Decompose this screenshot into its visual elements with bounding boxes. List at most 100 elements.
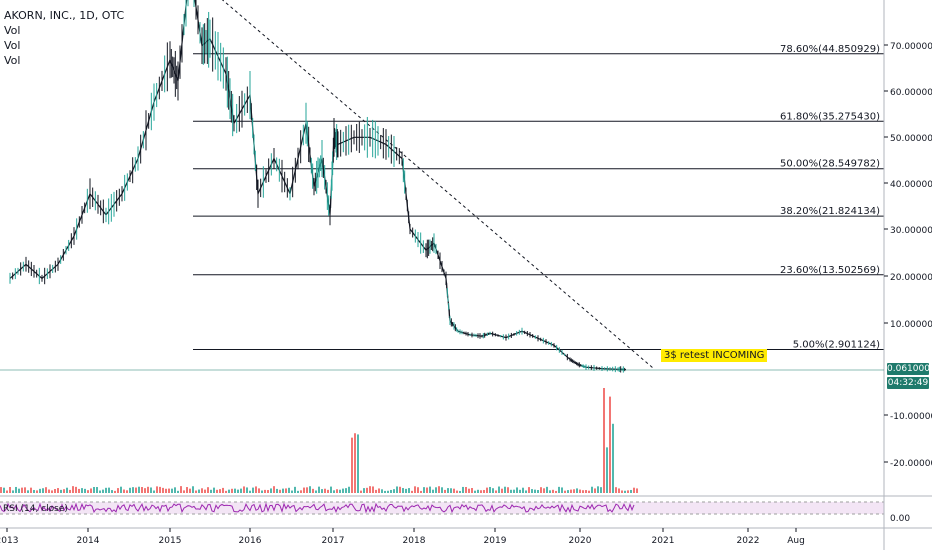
volume-bar: [105, 487, 107, 493]
annotation-note[interactable]: 3$ retest INCOMING: [661, 349, 768, 362]
volume-bar: [171, 488, 173, 493]
last-price-tag: 0.061000: [887, 363, 930, 375]
volume-bar: [459, 490, 461, 493]
volume-bar: [522, 487, 524, 493]
volume-bar: [306, 487, 308, 493]
volume-bar: [507, 487, 509, 493]
volume-bar: [330, 486, 332, 493]
volume-bar: [219, 489, 221, 493]
rsi-tick-label: 0.00: [890, 514, 910, 524]
volume-bar: [453, 488, 455, 493]
volume-bar: [108, 487, 110, 493]
volume-legend-3: Vol: [4, 54, 21, 67]
x-tick-label: 2019: [484, 536, 507, 546]
x-tick-label: 2022: [737, 536, 760, 546]
volume-bar: [45, 487, 47, 493]
volume-bar: [102, 489, 104, 493]
volume-bar: [327, 489, 329, 493]
volume-bar: [15, 486, 17, 493]
y-tick-label: 70.000000: [890, 42, 932, 52]
volume-bar: [150, 487, 152, 493]
volume-bar: [513, 489, 515, 493]
y-tick-label: 20.000000: [890, 273, 932, 283]
volume-bar: [90, 488, 92, 493]
fib-level-label: 50.00%(28.549782): [780, 159, 880, 170]
volume-bar: [498, 486, 500, 493]
volume-bar: [204, 489, 206, 493]
volume-bar: [528, 487, 530, 493]
y-tick-label: 40.000000: [890, 180, 932, 190]
volume-bar: [423, 487, 425, 493]
volume-bar: [579, 489, 581, 493]
volume-bar: [480, 490, 482, 493]
volume-bar: [603, 388, 605, 493]
volume-bar: [531, 489, 533, 493]
fib-level-label: 61.80%(35.275430): [780, 111, 880, 122]
volume-bar: [30, 487, 32, 493]
volume-bar: [315, 490, 317, 493]
x-tick-label: 2018: [403, 536, 426, 546]
volume-bar: [618, 488, 620, 493]
volume-bar: [519, 489, 521, 493]
volume-bar: [51, 490, 53, 493]
dashed-trendline: [221, 0, 654, 369]
x-tick-label: 2017: [322, 536, 345, 546]
x-tick-label: 2013: [0, 536, 18, 546]
volume-bar: [18, 488, 20, 493]
volume-bar: [597, 486, 599, 493]
fib-level-label: 5.00%(2.901124): [793, 340, 880, 351]
volume-bar: [303, 487, 305, 493]
volume-bar: [477, 489, 479, 493]
y-tick-label: 10.000000: [890, 320, 932, 330]
volume-bar: [201, 488, 203, 493]
volume-bar: [606, 447, 608, 493]
volume-bar: [564, 490, 566, 493]
volume-bar: [213, 487, 215, 493]
volume-bar: [552, 489, 554, 493]
volume-bar: [36, 490, 38, 493]
volume-bar: [135, 487, 137, 493]
volume-bar: [189, 488, 191, 493]
volume-bar: [294, 486, 296, 493]
volume-bar: [405, 488, 407, 493]
volume-bar: [465, 486, 467, 493]
rsi-band: [0, 502, 884, 514]
volume-bar: [369, 486, 371, 493]
volume-bar: [54, 489, 56, 493]
fib-level-label: 23.60%(13.502569): [780, 265, 880, 276]
volume-bar: [207, 487, 209, 493]
volume-bar: [0, 487, 2, 493]
volume-bar: [291, 490, 293, 493]
rsi-indicator-label: RSI (14, close): [3, 504, 68, 514]
x-tick-label: 2020: [569, 536, 592, 546]
volume-bar: [210, 489, 212, 493]
volume-bar: [39, 488, 41, 493]
volume-bar: [624, 490, 626, 493]
volume-bar: [588, 490, 590, 493]
volume-bar: [450, 488, 452, 493]
volume-bar: [540, 487, 542, 493]
volume-bar: [318, 486, 320, 493]
volume-bar: [408, 488, 410, 493]
y-tick-label: 50.000000: [890, 134, 932, 144]
volume-bar: [504, 486, 506, 493]
volume-bar: [12, 490, 14, 493]
volume-bar: [372, 486, 374, 493]
price-series: [9, 0, 627, 373]
volume-bar: [60, 489, 62, 493]
volume-bar: [573, 489, 575, 493]
volume-bar: [270, 488, 272, 493]
volume-bar: [99, 490, 101, 493]
volume-bar: [252, 487, 254, 493]
volume-bar: [462, 486, 464, 493]
volume-bar: [114, 490, 116, 493]
volume-bar: [426, 487, 428, 493]
volume-bar: [42, 488, 44, 493]
volume-bar: [420, 490, 422, 493]
volume-bar: [549, 490, 551, 493]
volume-bar: [456, 490, 458, 493]
volume-bar: [57, 488, 59, 493]
volume-bar: [177, 490, 179, 493]
volume-bar: [24, 487, 26, 493]
